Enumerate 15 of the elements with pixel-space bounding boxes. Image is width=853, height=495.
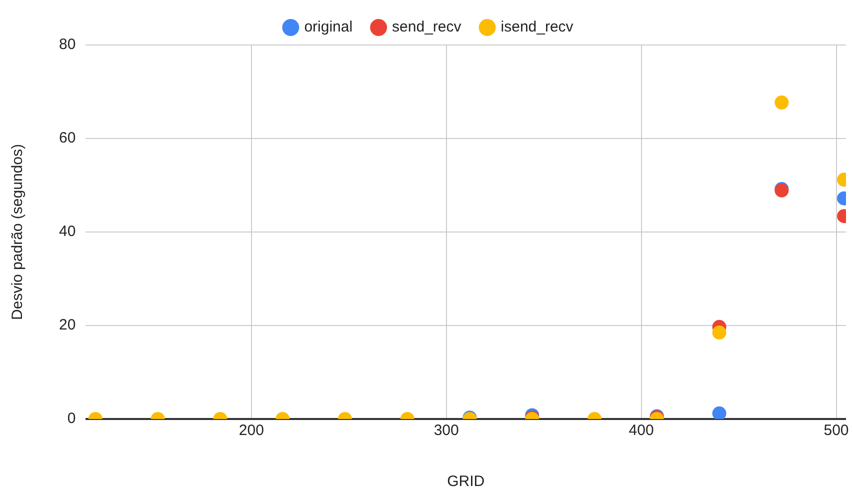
y-tick-label: 20 [58, 316, 76, 334]
x-tick-label: 400 [628, 422, 654, 440]
legend-label: original [304, 18, 353, 36]
y-axis-title: Desvio padrão (segundos) [9, 144, 26, 320]
y-tick-label: 80 [58, 36, 76, 54]
y-tick-label: 0 [67, 410, 76, 428]
x-axis-title: GRID [447, 473, 485, 490]
x-tick-label: 500 [824, 422, 849, 440]
legend-label: isend_recv [500, 18, 574, 36]
y-tick-label: 60 [58, 130, 76, 147]
y-tick-label: 40 [58, 223, 76, 240]
x-tick-label: 300 [434, 422, 459, 440]
point [774, 96, 789, 110]
x-tick-label: 200 [238, 422, 264, 440]
legend-label: send_recv [392, 18, 462, 36]
